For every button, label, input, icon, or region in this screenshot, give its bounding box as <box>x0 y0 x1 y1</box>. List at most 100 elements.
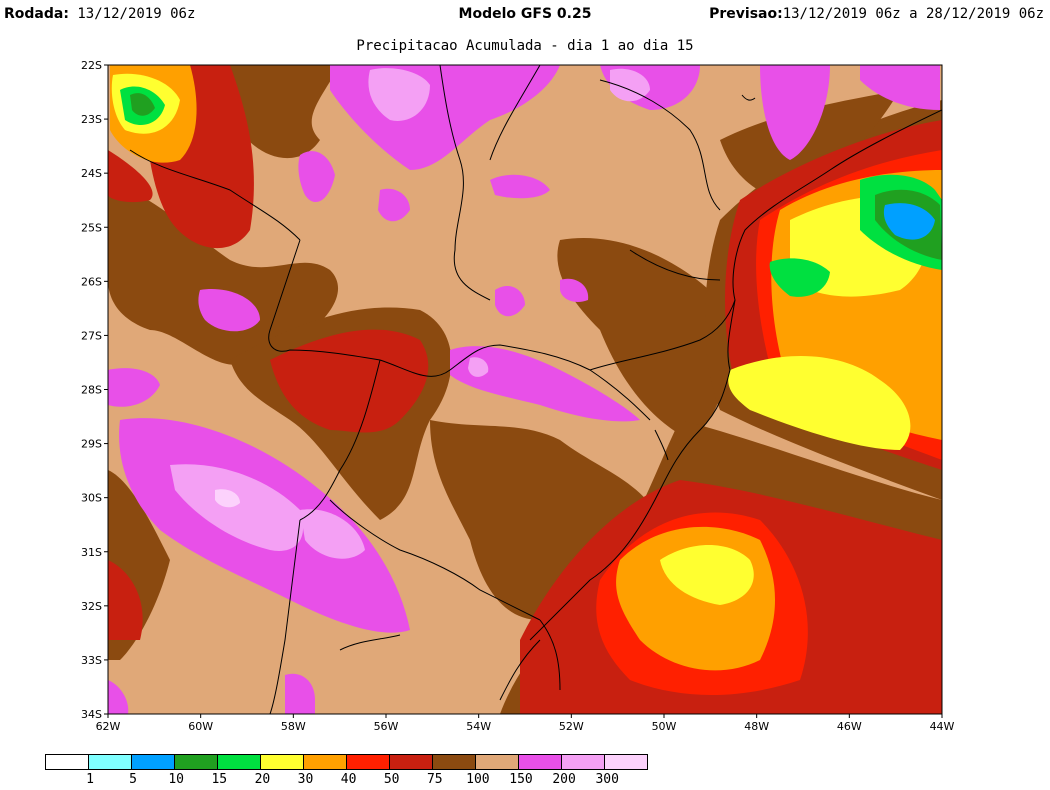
colorbar-label: 20 <box>254 772 271 787</box>
rodada-value: 13/12/2019 06z <box>77 6 196 22</box>
colorbar-label: 50 <box>383 772 400 787</box>
darkred-region-sw <box>108 560 143 640</box>
colorbar-label: 10 <box>168 772 185 787</box>
pink-region-southwest-2 <box>300 509 365 559</box>
y-tick-label: 31S <box>81 546 102 559</box>
precipitation-map: 22S23S24S25S26S27S28S29S30S31S32S33S34S … <box>81 59 955 733</box>
header-rodada: Rodada: 13/12/2019 06z <box>4 6 195 22</box>
border-uruguay-argentina-south <box>269 519 301 714</box>
darkred-region-center <box>270 329 429 433</box>
x-tick-label: 50W <box>652 720 677 733</box>
magenta-region-spot-2 <box>490 174 550 199</box>
colorbar-swatch <box>260 754 304 770</box>
border-state-sp <box>599 79 721 211</box>
x-tick-label: 44W <box>930 720 955 733</box>
yellow-region-coast-s <box>728 356 911 450</box>
coastline-detail <box>654 429 669 461</box>
colorbar-swatch <box>604 754 648 770</box>
darkgreen-region-nw <box>130 93 155 116</box>
y-tick-label: 25S <box>81 221 102 234</box>
border-paraguay-north <box>129 149 301 241</box>
colorbar-swatch <box>346 754 390 770</box>
x-tick-label: 54W <box>466 720 491 733</box>
magenta-region-center <box>450 346 640 422</box>
magenta-region-spot-5 <box>560 278 589 302</box>
political-borders <box>129 65 942 714</box>
colorbar-label: 150 <box>509 772 533 787</box>
y-tick-label: 32S <box>81 600 102 613</box>
magenta-region-w-edge <box>108 368 160 407</box>
colorbar-swatch <box>88 754 132 770</box>
coastline <box>529 109 942 641</box>
y-tick-label: 28S <box>81 384 102 397</box>
brown-region-east <box>557 238 729 440</box>
header-previsao: Previsao:13/12/2019 06z a 28/12/2019 06z <box>709 6 1044 22</box>
pink-region-north <box>368 68 430 121</box>
y-tick-label: 34S <box>81 708 102 721</box>
y-tick-label: 27S <box>81 329 102 342</box>
magenta-region-ne-corner <box>860 65 940 110</box>
y-tick-label: 30S <box>81 492 102 505</box>
x-tick-label: 56W <box>374 720 399 733</box>
previsao-value: 13/12/2019 06z a 28/12/2019 06z <box>782 6 1044 22</box>
yellow-region-ocean <box>660 545 754 605</box>
rodada-label: Rodada: <box>4 6 69 22</box>
y-tick-label: 24S <box>81 167 102 180</box>
y-tick-label: 33S <box>81 654 102 667</box>
y-axis: 22S 23S 24S 25S 26S 27S 28S 29S 30S 31S 32S 33S 34S <box>81 59 108 721</box>
colorbar-label: 5 <box>129 772 138 787</box>
blue-region-coast <box>883 203 935 240</box>
y-tick-label: 22S <box>81 59 102 72</box>
magenta-region-ne <box>760 65 830 160</box>
y-tick-label: 29S <box>81 438 102 451</box>
brown-region-west <box>108 180 339 365</box>
colorbar-swatch <box>174 754 218 770</box>
colorbar-label: 300 <box>595 772 619 787</box>
x-tick-label: 46W <box>837 720 862 733</box>
colorbar-swatch <box>475 754 519 770</box>
brown-region-northeast <box>720 90 900 200</box>
colorbar-swatch <box>217 754 261 770</box>
magenta-region-spot-4 <box>495 285 525 317</box>
model-title: Modelo GFS 0.25 <box>458 6 592 22</box>
previsao-label: Previsao: <box>709 6 783 22</box>
colorbar-swatch <box>303 754 347 770</box>
colorbar-labels: 1 5 10 15 20 30 40 50 75 100 150 200 300 <box>46 772 706 788</box>
colorbar-label: 100 <box>466 772 490 787</box>
border-brazil-uruguay <box>329 499 541 621</box>
x-tick-label: 62W <box>96 720 121 733</box>
border-paraguay-brazil <box>439 65 491 301</box>
border-argentina-uruguay <box>299 359 381 521</box>
x-tick-label: 60W <box>188 720 213 733</box>
colorbar-swatch <box>432 754 476 770</box>
border-state-sc-rs <box>589 299 736 371</box>
colorbar-label: 75 <box>426 772 443 787</box>
y-tick-label: 26S <box>81 275 102 288</box>
magenta-region-spot-3 <box>378 188 410 222</box>
pink-region-center <box>468 357 489 377</box>
colorbar-swatch <box>389 754 433 770</box>
colorbar-label: 15 <box>211 772 228 787</box>
precipitation-field <box>108 65 942 714</box>
river-uruguay-south <box>339 634 401 651</box>
colorbar-label: 40 <box>340 772 357 787</box>
colorbar-label: 1 <box>86 772 94 787</box>
x-tick-label: 48W <box>744 720 769 733</box>
header-model: Modelo GFS 0.25 <box>0 6 1050 22</box>
colorbar-swatch <box>131 754 175 770</box>
map-subtitle: Precipitacao Acumulada - dia 1 ao dia 15 <box>356 38 694 54</box>
colorbar-swatch <box>45 754 89 770</box>
x-axis: 62W 60W 58W 56W 54W 52W 50W 48W 46W 44W <box>96 714 955 733</box>
border-state-pr-sc <box>629 249 721 281</box>
rio-de-la-plata <box>499 639 541 701</box>
border-north-1 <box>489 65 541 161</box>
colorbar <box>45 754 648 770</box>
y-tick-label: 23S <box>81 113 102 126</box>
colorbar-label: 200 <box>552 772 576 787</box>
magenta-region-spot-1 <box>298 151 335 203</box>
x-tick-label: 58W <box>281 720 306 733</box>
border-paraguay-argentina <box>268 239 381 361</box>
colorbar-swatch <box>561 754 605 770</box>
green-region-coast-mid <box>769 258 830 297</box>
magenta-region-west <box>198 289 260 332</box>
